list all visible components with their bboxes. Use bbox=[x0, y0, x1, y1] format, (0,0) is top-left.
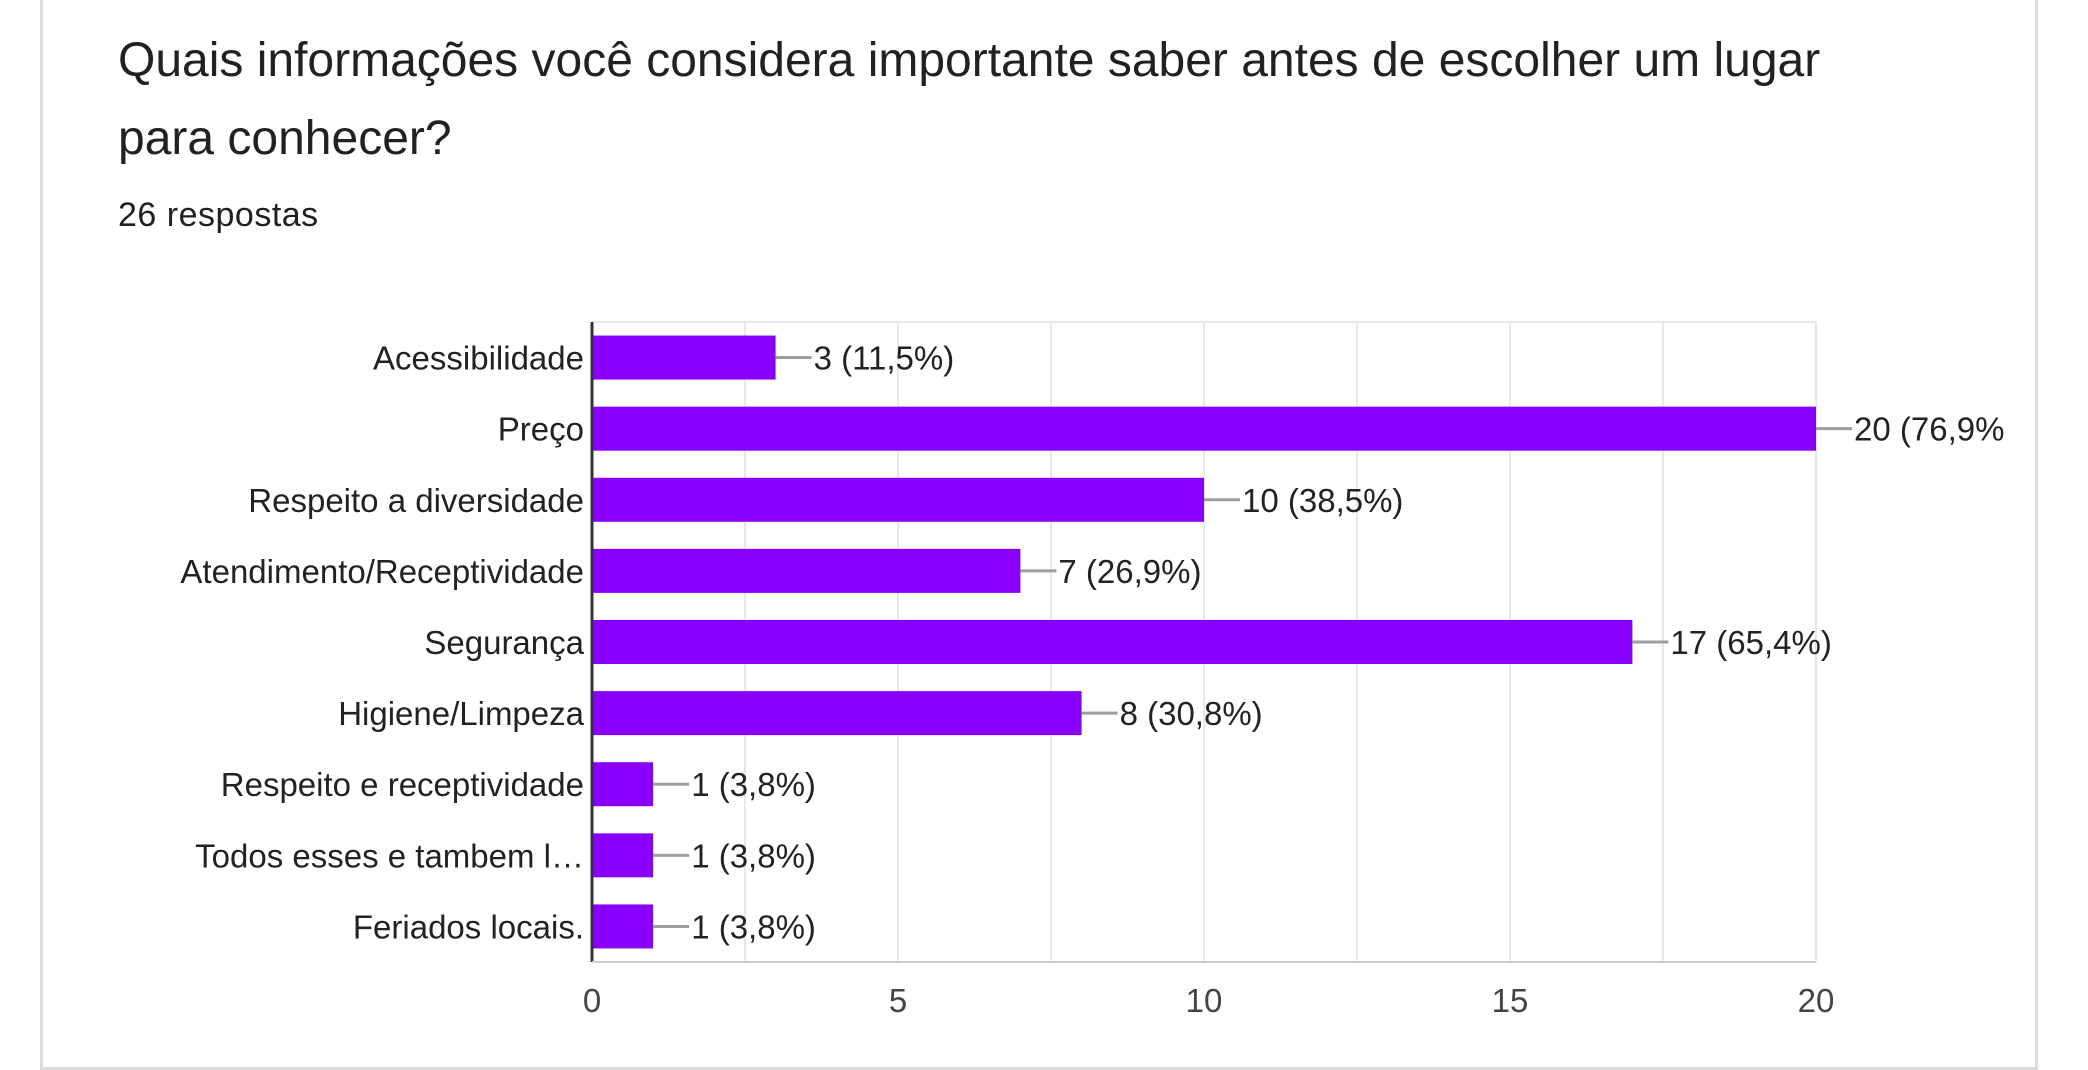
category-label: Feriados locais. bbox=[353, 908, 584, 945]
bar bbox=[592, 762, 654, 807]
value-label: 8 (30,8%) bbox=[1120, 695, 1263, 732]
bar bbox=[592, 691, 1082, 736]
bar bbox=[592, 833, 654, 878]
category-label: Atendimento/Receptividade bbox=[180, 553, 584, 590]
labels: Acessibilidade 3 (11,5%) Preço 20 (76,9% Res… bbox=[180, 340, 2004, 1019]
x-tick-label: 15 bbox=[1492, 982, 1529, 1019]
category-label: Preço bbox=[498, 411, 584, 448]
value-label: 10 (38,5%) bbox=[1242, 482, 1403, 519]
x-tick-label: 5 bbox=[889, 982, 907, 1019]
response-count: 26 respostas bbox=[118, 196, 319, 234]
value-label: 1 (3,8%) bbox=[691, 908, 816, 945]
value-label: 1 (3,8%) bbox=[691, 837, 816, 874]
axes bbox=[590, 322, 1816, 963]
category-label: Acessibilidade bbox=[373, 340, 584, 377]
bar bbox=[592, 904, 654, 949]
question-title: Quais informações você considera importa… bbox=[118, 34, 1821, 165]
bar bbox=[592, 548, 1021, 593]
bar bbox=[592, 335, 776, 380]
x-tick-label: 20 bbox=[1798, 982, 1835, 1019]
question-card bbox=[40, 0, 2038, 1070]
value-label: 17 (65,4%) bbox=[1670, 624, 1831, 661]
value-label: 1 (3,8%) bbox=[691, 766, 816, 803]
category-label: Higiene/Limpeza bbox=[338, 695, 584, 732]
category-label: Segurança bbox=[424, 624, 584, 661]
category-label: Respeito e receptividade bbox=[221, 766, 584, 803]
category-label: Respeito a diversidade bbox=[248, 482, 584, 519]
category-label: Todos esses e tambem l… bbox=[195, 837, 584, 874]
bar bbox=[592, 620, 1633, 664]
bar bbox=[592, 477, 1204, 522]
x-tick-label: 0 bbox=[583, 982, 601, 1019]
value-label: 7 (26,9%) bbox=[1058, 553, 1201, 590]
x-tick-label: 10 bbox=[1186, 982, 1223, 1019]
bar bbox=[592, 406, 1816, 451]
value-label: 20 (76,9% bbox=[1854, 411, 2004, 448]
value-label: 3 (11,5%) bbox=[814, 340, 955, 377]
bars bbox=[592, 335, 1816, 949]
